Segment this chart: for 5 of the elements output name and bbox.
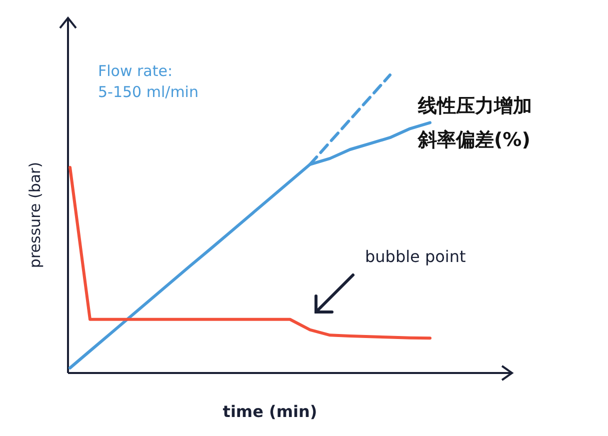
- y-axis-title: pressure (bar): [26, 162, 44, 268]
- annotation: 线性压力增加斜率偏差(%): [417, 95, 532, 151]
- annotation: bubble point: [365, 247, 466, 266]
- annotation: Flow rate: 5-150 ml/min: [98, 62, 198, 101]
- x-axis-title: time (min): [222, 402, 318, 421]
